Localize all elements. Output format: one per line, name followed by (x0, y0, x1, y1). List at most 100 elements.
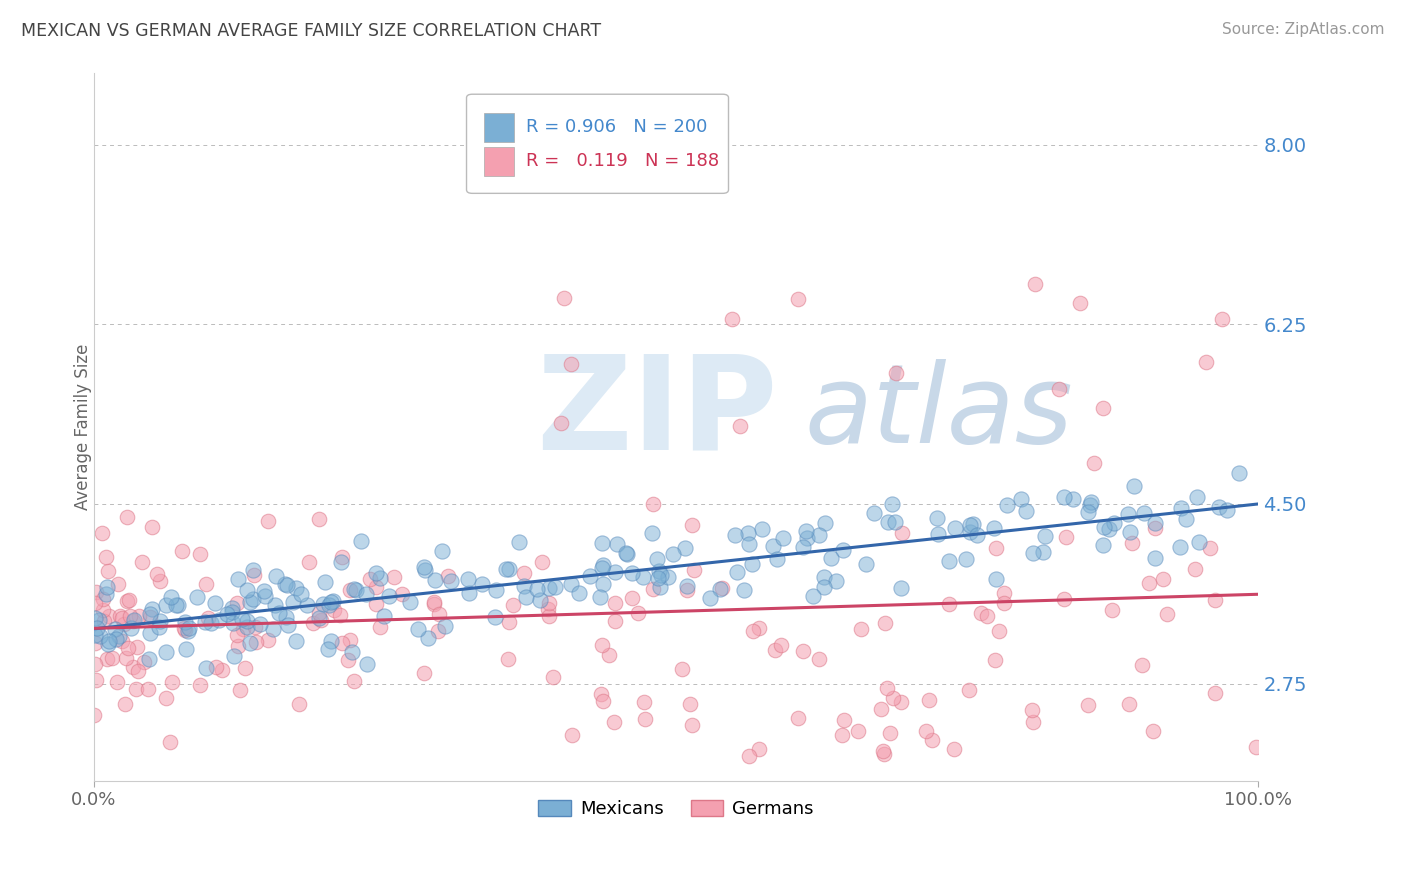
Point (737, 525, 759, 540)
Text: R =   0.119   N = 188: R = 0.119 N = 188 (526, 153, 718, 170)
Point (231, 612, 253, 626)
Point (606, 537, 628, 551)
Point (641, 582, 664, 596)
Point (1052, 490, 1074, 504)
Point (457, 572, 479, 586)
Point (125, 640, 148, 654)
FancyBboxPatch shape (467, 95, 728, 194)
Point (787, 292, 810, 306)
Point (83, 596, 105, 610)
Point (122, 660, 145, 674)
Point (1083, 456, 1105, 470)
Point (959, 524, 981, 539)
Point (1092, 538, 1115, 552)
Point (221, 616, 243, 631)
Point (682, 563, 704, 577)
Text: R = 0.906   N = 200: R = 0.906 N = 200 (526, 119, 707, 136)
Point (603, 565, 626, 579)
Point (741, 624, 763, 638)
Point (633, 695, 655, 709)
Point (813, 570, 835, 584)
Point (1098, 522, 1121, 536)
Point (1174, 512, 1197, 526)
Point (194, 576, 217, 591)
Point (1143, 550, 1166, 565)
Point (125, 681, 148, 696)
Point (308, 512, 330, 526)
Point (165, 598, 187, 612)
Point (1211, 311, 1233, 326)
Point (131, 555, 153, 569)
Point (589, 687, 612, 701)
Point (955, 552, 977, 566)
Point (614, 546, 637, 560)
Point (274, 577, 297, 591)
Point (498, 562, 520, 576)
Point (84, 673, 107, 688)
Point (832, 542, 855, 557)
Point (498, 652, 520, 666)
Point (796, 531, 818, 545)
Point (498, 615, 520, 630)
Point (308, 606, 330, 620)
Point (1184, 562, 1206, 576)
Point (1122, 479, 1144, 493)
Point (354, 587, 377, 601)
Point (832, 713, 855, 727)
Point (786, 711, 808, 725)
Point (155, 691, 177, 706)
Point (1015, 504, 1038, 518)
Point (484, 610, 506, 624)
Point (938, 554, 960, 568)
Point (1022, 546, 1045, 560)
Point (1077, 698, 1099, 712)
Point (851, 622, 873, 636)
Point (560, 577, 582, 591)
Point (591, 638, 613, 652)
Point (437, 568, 460, 582)
Point (226, 572, 249, 586)
Point (495, 562, 517, 576)
Point (1143, 521, 1166, 535)
Point (114, 697, 136, 711)
Point (257, 633, 280, 648)
Point (197, 611, 219, 625)
Point (111, 611, 134, 625)
Point (96, 580, 118, 594)
Point (368, 619, 391, 633)
Point (537, 608, 560, 623)
Point (1119, 525, 1142, 540)
Point (344, 583, 367, 598)
Point (807, 651, 830, 665)
Point (957, 683, 980, 698)
Point (1188, 534, 1211, 549)
Point (236, 582, 259, 597)
Point (772, 531, 794, 545)
Point (995, 499, 1018, 513)
Point (115, 650, 138, 665)
FancyBboxPatch shape (484, 146, 515, 177)
Point (318, 598, 340, 612)
Point (242, 563, 264, 577)
Point (1244, 740, 1267, 755)
Point (309, 613, 332, 627)
Point (204, 596, 226, 610)
Point (741, 557, 763, 571)
Point (242, 567, 264, 582)
Point (890, 695, 912, 709)
Point (925, 510, 948, 524)
Point (132, 655, 155, 669)
Point (225, 628, 247, 642)
Point (276, 578, 298, 592)
Point (127, 664, 149, 678)
Point (1078, 498, 1101, 512)
Point (675, 582, 697, 597)
Point (253, 589, 276, 603)
Point (274, 609, 297, 624)
Point (96, 587, 118, 601)
Point (195, 661, 218, 675)
Point (550, 416, 572, 430)
Point (738, 537, 761, 551)
Point (681, 717, 703, 731)
Point (308, 611, 330, 625)
